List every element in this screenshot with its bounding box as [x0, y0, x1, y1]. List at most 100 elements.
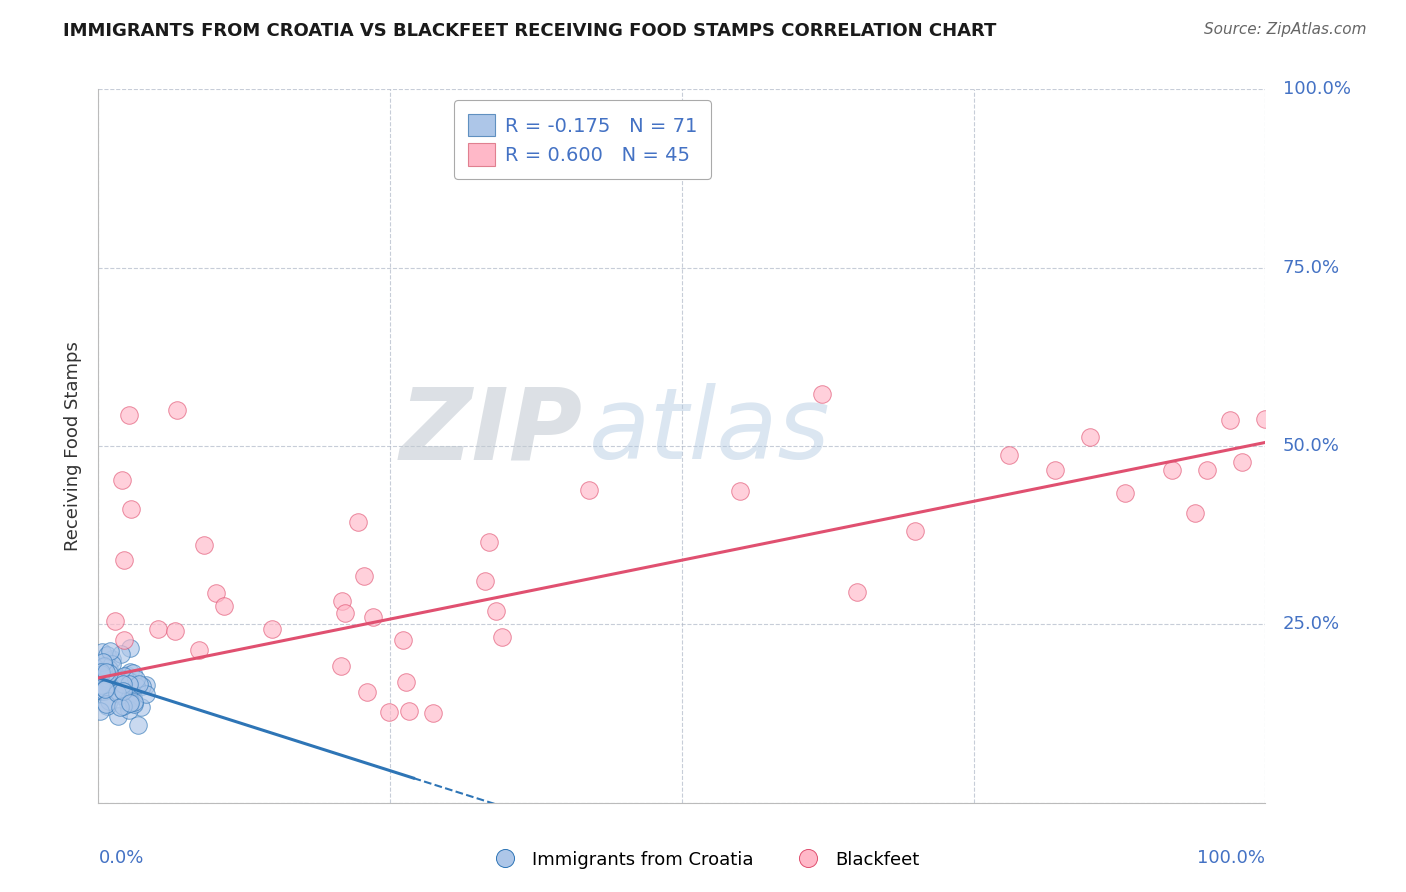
- Point: [135, 677, 157, 691]
- Point: [103, 682, 125, 697]
- Point: [122, 695, 145, 709]
- Point: [422, 706, 444, 720]
- Point: [89, 665, 111, 679]
- Point: [353, 569, 375, 583]
- Point: [212, 599, 235, 613]
- Point: [491, 630, 513, 644]
- Point: [474, 574, 496, 588]
- Text: 100.0%: 100.0%: [1282, 80, 1351, 98]
- Point: [89, 704, 111, 718]
- Point: [96, 699, 118, 714]
- Point: [93, 682, 115, 697]
- Point: [108, 681, 131, 695]
- Point: [122, 690, 145, 705]
- Point: [124, 698, 146, 712]
- Point: [356, 685, 378, 699]
- Point: [107, 708, 129, 723]
- Legend: R = -0.175   N = 71, R = 0.600   N = 45: R = -0.175 N = 71, R = 0.600 N = 45: [454, 100, 711, 179]
- Point: [110, 700, 132, 714]
- Point: [811, 387, 834, 401]
- Point: [193, 538, 215, 552]
- Point: [118, 681, 141, 695]
- Text: 0.0%: 0.0%: [98, 849, 143, 867]
- Point: [90, 683, 112, 698]
- Point: [122, 666, 145, 681]
- Point: [1195, 463, 1218, 477]
- Point: [1161, 463, 1184, 477]
- Point: [188, 643, 211, 657]
- Point: [94, 683, 117, 698]
- Point: [128, 677, 150, 691]
- Point: [124, 680, 146, 694]
- Point: [260, 622, 283, 636]
- Point: [1184, 507, 1206, 521]
- Point: [120, 640, 142, 655]
- Point: [101, 657, 124, 671]
- Point: [111, 473, 134, 487]
- Point: [120, 501, 142, 516]
- Point: [135, 687, 157, 701]
- Point: [997, 448, 1019, 462]
- Point: [96, 681, 118, 696]
- Point: [166, 402, 188, 417]
- Point: [112, 553, 135, 567]
- Point: [105, 684, 128, 698]
- Point: [118, 673, 141, 688]
- Point: [93, 683, 115, 698]
- Point: [104, 614, 127, 628]
- Point: [165, 624, 187, 638]
- Text: 75.0%: 75.0%: [1282, 259, 1340, 277]
- Point: [1254, 411, 1277, 425]
- Point: [93, 658, 115, 673]
- Point: [112, 698, 135, 713]
- Point: [118, 408, 141, 422]
- Point: [205, 586, 228, 600]
- Point: [94, 673, 117, 687]
- Text: IMMIGRANTS FROM CROATIA VS BLACKFEET RECEIVING FOOD STAMPS CORRELATION CHART: IMMIGRANTS FROM CROATIA VS BLACKFEET REC…: [63, 22, 997, 40]
- Point: [93, 673, 115, 688]
- Point: [378, 705, 401, 719]
- Point: [93, 663, 115, 677]
- Point: [112, 632, 135, 647]
- Point: [333, 606, 356, 620]
- Point: [110, 648, 132, 662]
- Text: Source: ZipAtlas.com: Source: ZipAtlas.com: [1204, 22, 1367, 37]
- Point: [391, 633, 413, 648]
- Point: [117, 677, 139, 691]
- Point: [98, 643, 121, 657]
- Point: [105, 686, 128, 700]
- Point: [1080, 430, 1102, 444]
- Point: [112, 683, 135, 698]
- Point: [1045, 463, 1067, 477]
- Point: [98, 676, 121, 690]
- Point: [118, 696, 141, 710]
- Point: [117, 685, 139, 699]
- Point: [118, 686, 141, 700]
- Point: [90, 678, 112, 692]
- Point: [98, 680, 121, 694]
- Point: [846, 585, 869, 599]
- Legend: Immigrants from Croatia, Blackfeet: Immigrants from Croatia, Blackfeet: [479, 844, 927, 876]
- Point: [112, 669, 135, 683]
- Point: [127, 718, 149, 732]
- Point: [110, 688, 132, 702]
- Point: [117, 697, 139, 711]
- Point: [330, 594, 353, 608]
- Point: [96, 671, 118, 685]
- Point: [112, 677, 135, 691]
- Point: [125, 672, 148, 686]
- Point: [730, 483, 752, 498]
- Point: [347, 516, 370, 530]
- Point: [89, 665, 111, 679]
- Point: [98, 665, 121, 680]
- Point: [93, 660, 115, 674]
- Point: [96, 648, 118, 663]
- Point: [96, 697, 118, 711]
- Point: [93, 655, 115, 669]
- Point: [98, 662, 121, 676]
- Point: [90, 678, 112, 692]
- Text: 100.0%: 100.0%: [1198, 849, 1265, 867]
- Point: [103, 673, 125, 687]
- Point: [394, 675, 416, 690]
- Point: [329, 659, 352, 673]
